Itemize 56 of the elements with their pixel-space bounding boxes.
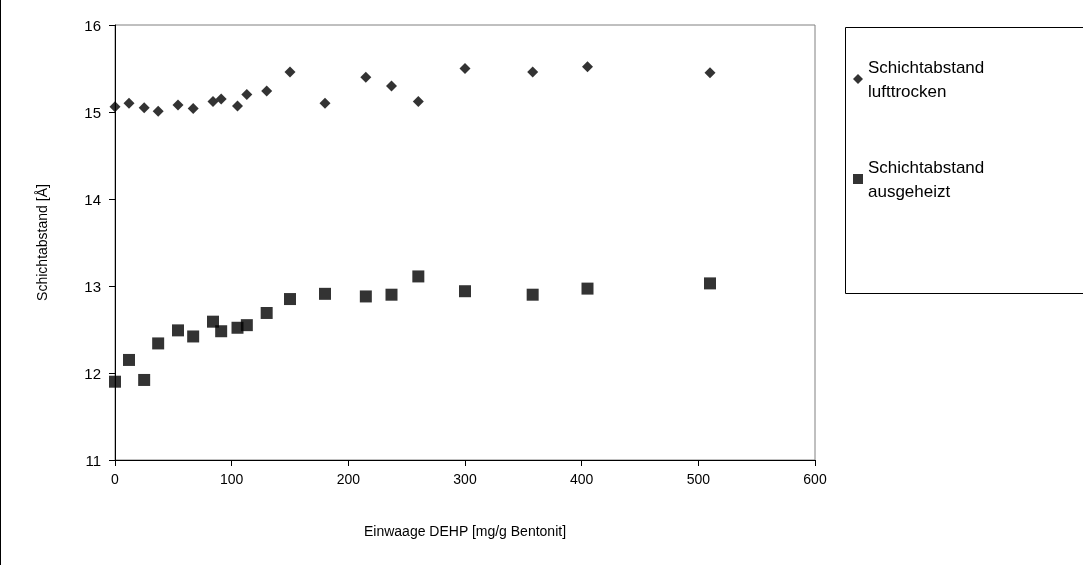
y-tick-label: 16 — [84, 16, 101, 34]
point — [581, 282, 594, 295]
point — [109, 375, 121, 388]
x-axis-title: Einwaage DEHP [mg/g Bentonit] — [363, 523, 567, 539]
point — [319, 287, 331, 300]
x-tick-label: 200 — [336, 471, 361, 487]
legend-label: Schichtabstand lufttrocken — [868, 57, 989, 101]
y-tick-label: 14 — [84, 190, 101, 208]
x-tick-label: 600 — [803, 471, 827, 487]
point — [207, 96, 219, 108]
y-tick-label: 13 — [84, 277, 101, 295]
point — [582, 61, 593, 73]
point — [385, 288, 398, 301]
point — [412, 96, 424, 108]
point — [261, 85, 273, 97]
point — [232, 100, 243, 112]
x-tick-label: 100 — [219, 471, 244, 487]
point — [152, 337, 165, 350]
point — [240, 319, 253, 332]
point — [704, 277, 716, 290]
point — [526, 288, 539, 301]
point — [215, 93, 227, 105]
x-tick-label: 400 — [569, 471, 594, 487]
point — [138, 102, 150, 114]
point — [172, 324, 184, 337]
point — [241, 89, 253, 101]
point — [215, 325, 228, 338]
point — [459, 285, 471, 298]
y-tick-label: 15 — [84, 103, 101, 121]
point — [138, 373, 151, 386]
point — [359, 290, 372, 303]
x-tick-label: 0 — [111, 471, 120, 487]
legend-label: Schichtabstand ausgeheizt — [868, 157, 989, 201]
point — [284, 66, 296, 78]
point — [207, 315, 219, 328]
y-axis-title: Schichtabstand [Å] — [34, 184, 50, 301]
point — [109, 101, 121, 113]
point — [459, 63, 471, 74]
point — [187, 330, 200, 343]
x-tick-label: 300 — [453, 471, 477, 487]
point — [123, 97, 135, 109]
point — [284, 293, 296, 306]
point — [527, 66, 539, 78]
point — [123, 353, 135, 366]
point — [152, 105, 164, 117]
y-tick-label: 12 — [84, 364, 101, 382]
point — [172, 99, 184, 111]
point — [360, 71, 372, 83]
point — [319, 97, 331, 109]
point — [187, 103, 199, 115]
x-tick-label: 500 — [686, 471, 711, 487]
point — [704, 67, 716, 79]
point — [412, 270, 425, 283]
point — [260, 306, 273, 319]
point — [386, 80, 397, 92]
y-tick-label: 11 — [85, 451, 101, 469]
